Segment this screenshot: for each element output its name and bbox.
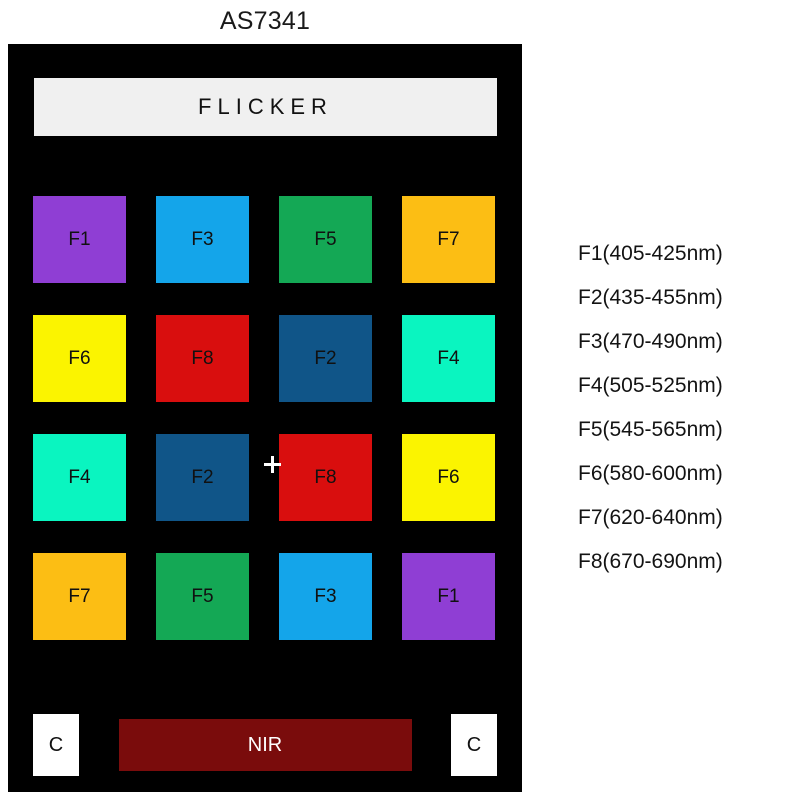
photodiode-cell-f8-10: F8 [279, 434, 372, 521]
flicker-label: FLICKER [198, 94, 333, 119]
flicker-detector-bar: FLICKER [34, 78, 497, 136]
nir-channel: NIR [118, 719, 412, 771]
photodiode-cell-label: F8 [314, 466, 337, 488]
photodiode-cell-label: F3 [191, 228, 214, 250]
clear-channel-left-label: C [48, 733, 64, 756]
photodiode-cell-f5-2: F5 [279, 196, 372, 283]
sensor-package: FLICKER F1 F3 F5 F7 F6 F8 F2 F4 F4 F2 F8 F6 F7 F5 F3 F1… [8, 44, 522, 792]
clear-channel-left: C [33, 714, 79, 776]
legend-item: F5(545-565nm) [578, 418, 723, 441]
photodiode-grid: F1 F3 F5 F7 F6 F8 F2 F4 F4 F2 F8 F6 F7 F5 F3 F1 [33, 196, 497, 688]
alignment-cross-icon [264, 456, 281, 473]
legend-item: F7(620-640nm) [578, 506, 723, 529]
clear-channel-right: C [451, 714, 497, 776]
photodiode-cell-f1-0: F1 [33, 196, 126, 283]
photodiode-cell-label: F1 [437, 585, 460, 607]
legend-item: F2(435-455nm) [578, 286, 723, 309]
photodiode-cell-f6-4: F6 [33, 315, 126, 402]
photodiode-cell-label: F7 [437, 228, 460, 250]
photodiode-cell-label: F3 [314, 585, 337, 607]
photodiode-cell-label: F2 [314, 347, 337, 369]
legend-item: F4(505-525nm) [578, 374, 723, 397]
photodiode-cell-f3-14: F3 [279, 553, 372, 640]
photodiode-cell-f6-11: F6 [402, 434, 495, 521]
bottom-channel-row: C NIR C [33, 714, 497, 776]
legend-item: F1(405-425nm) [578, 242, 723, 265]
photodiode-cell-f5-13: F5 [156, 553, 249, 640]
wavelength-legend: F1(405-425nm) F2(435-455nm) F3(470-490nm) F… [578, 232, 793, 584]
legend-item: F3(470-490nm) [578, 330, 723, 353]
photodiode-cell-f7-3: F7 [402, 196, 495, 283]
photodiode-cell-label: F8 [191, 347, 214, 369]
photodiode-cell-f4-7: F4 [402, 315, 495, 402]
photodiode-cell-f2-6: F2 [279, 315, 372, 402]
photodiode-cell-label: F7 [68, 585, 91, 607]
nir-channel-label: NIR [247, 733, 283, 756]
photodiode-cell-f4-8: F4 [33, 434, 126, 521]
photodiode-cell-label: F4 [437, 347, 460, 369]
photodiode-cell-f1-15: F1 [402, 553, 495, 640]
legend-item: F6(580-600nm) [578, 462, 723, 485]
photodiode-cell-label: F6 [437, 466, 460, 488]
photodiode-cell-label: F6 [68, 347, 91, 369]
photodiode-cell-label: F5 [314, 228, 337, 250]
page-title: AS7341 [219, 7, 311, 35]
photodiode-cell-f2-9: F2 [156, 434, 249, 521]
legend-item: F8(670-690nm) [578, 550, 723, 573]
photodiode-cell-label: F5 [191, 585, 214, 607]
clear-channel-right-label: C [466, 733, 482, 756]
photodiode-cell-f3-1: F3 [156, 196, 249, 283]
photodiode-cell-f8-5: F8 [156, 315, 249, 402]
photodiode-cell-label: F2 [191, 466, 214, 488]
photodiode-cell-label: F4 [68, 466, 91, 488]
photodiode-cell-label: F1 [68, 228, 91, 250]
photodiode-cell-f7-12: F7 [33, 553, 126, 640]
